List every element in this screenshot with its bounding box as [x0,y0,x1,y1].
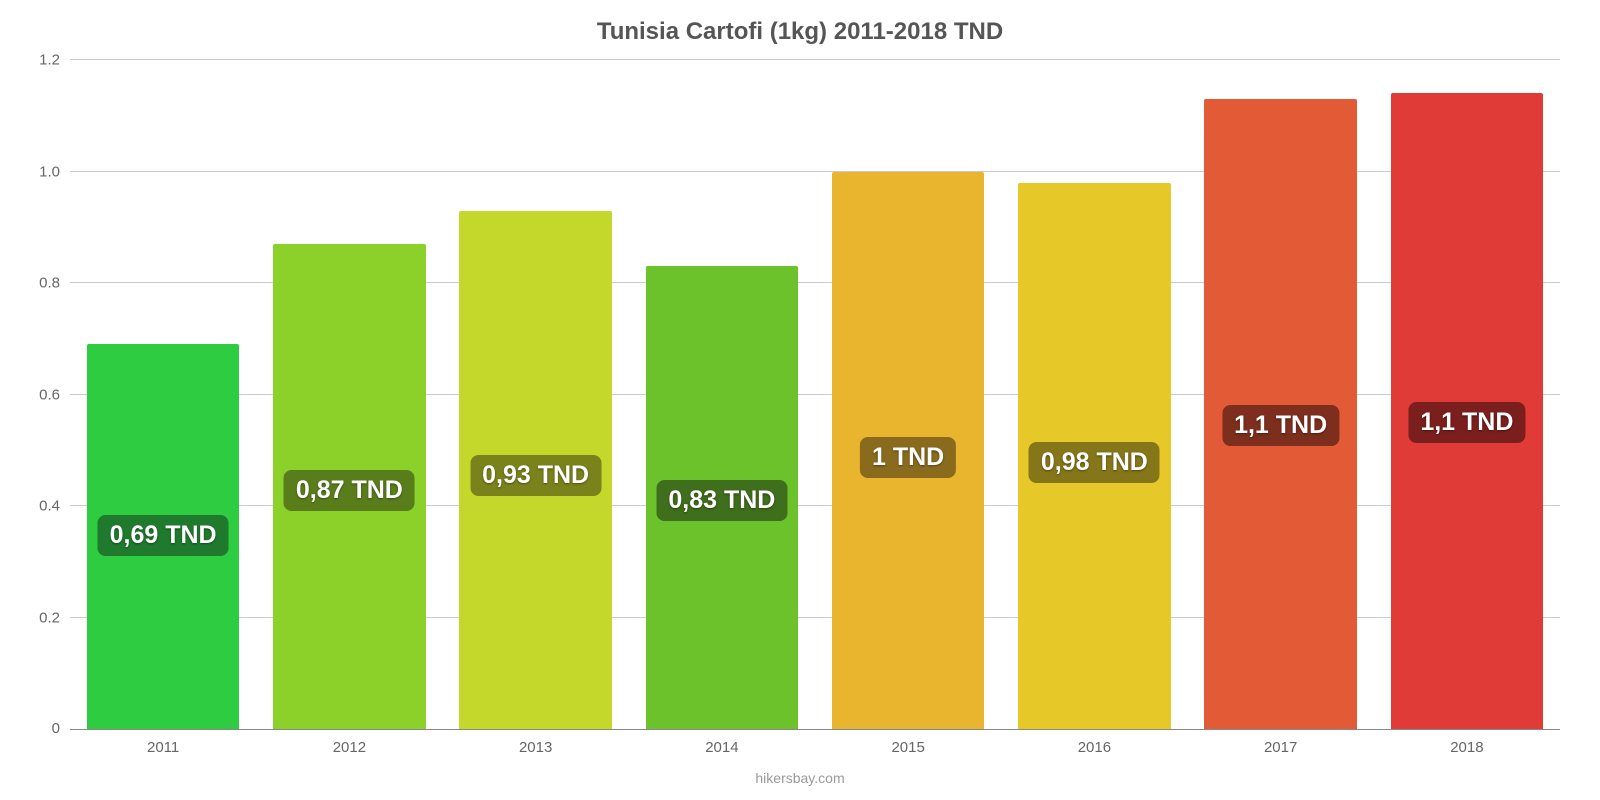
ytick-label: 1.0 [39,163,60,180]
bar-slot: 1,1 TND2018 [1374,60,1560,729]
ytick-label: 1.2 [39,52,60,69]
value-badge: 1,1 TND [1222,405,1339,446]
ytick-label: 0.6 [39,386,60,403]
ytick-label: 0.8 [39,275,60,292]
bar-2016: 0,98 TND [1018,183,1171,729]
chart-title: Tunisia Cartofi (1kg) 2011-2018 TND [0,0,1600,46]
bar-2011: 0,69 TND [87,344,240,729]
bar-2014: 0,83 TND [646,266,799,729]
bars-container: 0,69 TND20110,87 TND20120,93 TND20130,83… [70,60,1560,729]
xtick-label: 2017 [1264,739,1297,756]
bar-slot: 0,93 TND2013 [443,60,629,729]
value-badge: 1,1 TND [1408,402,1525,443]
value-badge: 0,93 TND [470,455,601,496]
xtick-label: 2016 [1078,739,1111,756]
value-badge: 0,87 TND [284,470,415,511]
ytick-label: 0.4 [39,498,60,515]
value-badge: 0,69 TND [98,515,229,556]
value-badge: 0,98 TND [1029,442,1160,483]
xtick-label: 2013 [519,739,552,756]
xtick-label: 2014 [705,739,738,756]
bar-slot: 0,87 TND2012 [256,60,442,729]
bar-slot: 0,83 TND2014 [629,60,815,729]
bar-slot: 1 TND2015 [815,60,1001,729]
ytick-label: 0.2 [39,609,60,626]
xtick-label: 2012 [333,739,366,756]
xtick-label: 2011 [147,739,179,756]
bar-slot: 1,1 TND2017 [1188,60,1374,729]
bar-2015: 1 TND [832,172,985,730]
value-badge: 1 TND [860,437,956,478]
xtick-label: 2015 [891,739,924,756]
bar-2018: 1,1 TND [1391,93,1544,729]
bar-slot: 0,98 TND2016 [1001,60,1187,729]
source-text: hikersbay.com [0,770,1600,786]
bar-2017: 1,1 TND [1204,99,1357,729]
value-badge: 0,83 TND [656,480,787,521]
bar-slot: 0,69 TND2011 [70,60,256,729]
bar-2012: 0,87 TND [273,244,426,729]
plot-area: 0.20.40.60.81.01.2 0 0,69 TND20110,87 TN… [70,60,1560,730]
bar-2013: 0,93 TND [459,211,612,729]
xtick-label: 2018 [1450,739,1483,756]
ytick-0: 0 [52,720,60,737]
